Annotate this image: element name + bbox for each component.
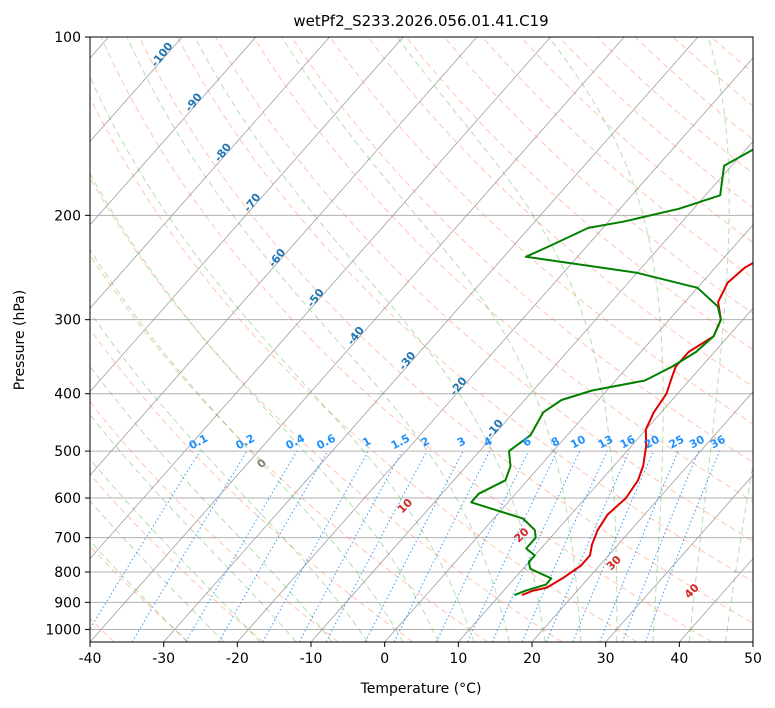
mixing-ratio-line bbox=[644, 450, 720, 642]
x-axis-label: Temperature (°C) bbox=[360, 681, 482, 697]
mixing-ratio-label: 16 bbox=[618, 433, 638, 452]
series-layer bbox=[470, 148, 753, 597]
dry-adiabat-line bbox=[176, 37, 753, 583]
x-tick-label: 10 bbox=[449, 651, 467, 667]
y-axis-label: Pressure (hPa) bbox=[12, 290, 28, 390]
moist-adiabat-line bbox=[90, 365, 333, 642]
mixing-ratio-line bbox=[131, 450, 248, 642]
mixing-ratio-line bbox=[393, 450, 491, 642]
isotherm-line bbox=[90, 37, 551, 560]
x-tick-label: -10 bbox=[300, 651, 323, 667]
plot-frame bbox=[89, 36, 754, 643]
moist-adiabat-line bbox=[90, 75, 475, 642]
dry-adiabat-line bbox=[253, 37, 753, 502]
mixing-ratio-line bbox=[599, 450, 679, 642]
axis-layer: -40 -30 -20 -10 0 10 20 30 40 50 100 200 300 400 500 60… bbox=[45, 30, 762, 667]
y-tick-label: 100 bbox=[54, 30, 81, 46]
moist-adiabat-line bbox=[90, 413, 297, 642]
dry-adiabat-line bbox=[138, 37, 753, 624]
isotherm-line bbox=[90, 37, 183, 143]
dry-adiabat-line bbox=[90, 545, 190, 642]
y-tick-label: 600 bbox=[54, 491, 81, 507]
moist-adiabat-line bbox=[281, 37, 582, 642]
x-tick-label: 40 bbox=[670, 651, 688, 667]
moist-adiabat-line bbox=[548, 37, 664, 642]
y-tick-label: 1000 bbox=[45, 622, 81, 638]
isotherm-line bbox=[310, 140, 753, 642]
isotherm-line bbox=[237, 57, 753, 642]
isotherm-line bbox=[90, 37, 478, 476]
dry-adiabat-line bbox=[367, 37, 753, 388]
dry-adiabat-line bbox=[90, 96, 638, 642]
y-tick-label: 400 bbox=[54, 387, 81, 403]
moist-adiabat-line bbox=[90, 248, 404, 642]
dry-adiabat-line bbox=[100, 37, 712, 642]
x-tick-label: -40 bbox=[79, 651, 102, 667]
mixing-ratio-line bbox=[545, 450, 630, 642]
moist-adiabat-line bbox=[126, 37, 510, 642]
mixing-ratio-label: 36 bbox=[708, 433, 728, 452]
mixing-ratio-line bbox=[621, 450, 700, 642]
y-tick-label: 200 bbox=[54, 208, 81, 224]
y-tick-label: 800 bbox=[54, 565, 81, 581]
y-tick-label: 500 bbox=[54, 444, 81, 460]
isotherm-line bbox=[90, 37, 404, 393]
mixing-ratio-label: 20 bbox=[642, 433, 662, 452]
mixing-ratio-label: 25 bbox=[667, 433, 687, 452]
x-tick-label: -30 bbox=[152, 651, 175, 667]
mixing-ratio-label: 13 bbox=[596, 433, 616, 452]
moist-adiabat-line bbox=[90, 458, 261, 642]
y-tick-label: 700 bbox=[54, 531, 81, 547]
dewpoint-profile-line bbox=[470, 148, 753, 597]
isotherm-line bbox=[605, 474, 753, 642]
dry-adiabat-line bbox=[90, 401, 339, 642]
moist-adiabat-line bbox=[90, 311, 369, 642]
dry-adiabat-line bbox=[90, 177, 563, 642]
moist-adiabat-line bbox=[688, 37, 730, 642]
dry-adiabat-line bbox=[90, 328, 414, 642]
moist-adiabat-line bbox=[725, 461, 753, 642]
grid-layer bbox=[90, 37, 753, 642]
x-tick-label: -20 bbox=[226, 651, 249, 667]
x-tick-label: 30 bbox=[597, 651, 615, 667]
isotherm-line bbox=[458, 307, 753, 642]
dry-adiabat-line bbox=[90, 253, 488, 642]
mixing-ratio-line bbox=[90, 450, 201, 630]
x-tick-label: 20 bbox=[523, 651, 541, 667]
dry-adiabat-line bbox=[214, 37, 753, 542]
moist-adiabat-line bbox=[194, 37, 546, 642]
y-tick-label: 300 bbox=[54, 313, 81, 329]
isotherm-line bbox=[90, 37, 257, 226]
y-tick-label: 900 bbox=[54, 595, 81, 611]
mixing-ratio-label: 10 bbox=[568, 433, 588, 452]
mixing-ratio-line bbox=[325, 450, 428, 642]
mixing-ratio-line bbox=[521, 450, 608, 642]
temperature-profile-line bbox=[521, 261, 753, 597]
isotherm-line bbox=[384, 224, 753, 642]
isotherm-line bbox=[90, 37, 330, 309]
x-tick-label: 0 bbox=[380, 651, 389, 667]
isotherm-line bbox=[163, 37, 699, 642]
dry-adiabat-line bbox=[291, 37, 753, 463]
mixing-ratio-line bbox=[298, 450, 403, 642]
chart-title: wetPf2_S233.2026.056.01.41.C19 bbox=[293, 12, 548, 31]
mixing-ratio-label: 30 bbox=[687, 433, 707, 452]
mixing-ratio-line bbox=[572, 450, 654, 642]
dry-adiabat-line bbox=[329, 37, 753, 425]
mixing-ratio-line bbox=[262, 450, 369, 642]
isotherm-line bbox=[90, 37, 625, 642]
dry-adiabat-line bbox=[90, 473, 264, 642]
isotherm-line bbox=[531, 391, 753, 642]
x-tick-label: 50 bbox=[744, 651, 762, 667]
